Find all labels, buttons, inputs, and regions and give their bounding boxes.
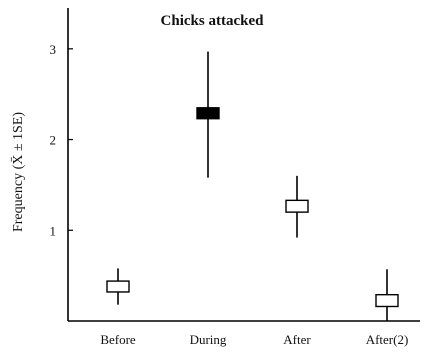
x-tick-label-after-2: After(2) bbox=[366, 332, 409, 347]
x-tick-label-during: During bbox=[190, 332, 227, 347]
y-tick-label-3: 3 bbox=[50, 42, 57, 57]
data-marks bbox=[106, 51, 399, 321]
x-tick-label-after: After bbox=[283, 332, 311, 347]
y-axis-label: Frequency (X̄ ± 1SE) bbox=[10, 112, 26, 232]
box-before bbox=[106, 280, 130, 293]
tick-labels: 1 2 3 Before During After After(2) bbox=[50, 42, 409, 347]
chart-title: Chicks attacked bbox=[161, 13, 265, 29]
box-after-2 bbox=[375, 293, 399, 308]
box-after bbox=[285, 199, 309, 213]
y-tick-label-1: 1 bbox=[50, 223, 57, 238]
y-tick-label-2: 2 bbox=[50, 133, 57, 148]
box-during bbox=[196, 107, 220, 120]
axes bbox=[67, 8, 420, 322]
x-tick-label-before: Before bbox=[100, 332, 136, 347]
